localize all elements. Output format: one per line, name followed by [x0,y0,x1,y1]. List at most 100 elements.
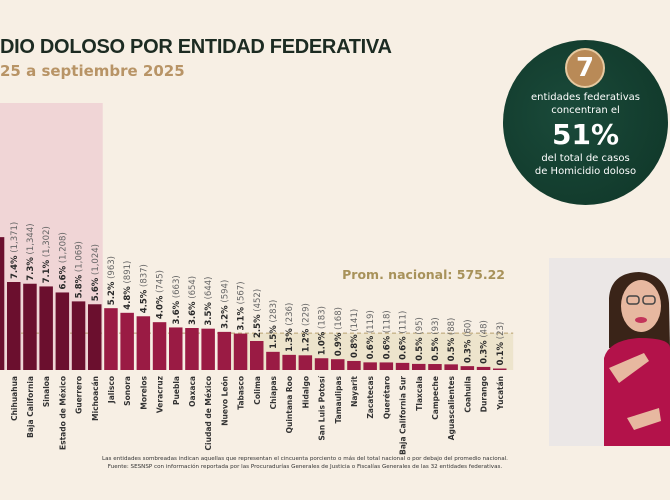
interpreter-figure [604,272,670,446]
category-label: Nuevo León [220,376,229,426]
data-label: 7.1% (1,302) [42,226,52,283]
data-label: 3.6% (663) [172,275,182,324]
bar [347,360,361,370]
bar [250,340,264,370]
data-label: 0.6% (118) [382,310,392,359]
bar [379,362,394,370]
data-label: 0.1% (23) [496,322,506,366]
category-label: San Luis Potosí [318,376,327,441]
bar [104,308,118,370]
data-label: 7.4% (1,371) [10,222,20,279]
category-label: Ciudad de México [204,376,213,450]
bar [0,237,5,370]
data-label: 0.5% (88) [447,318,457,362]
category-label: Quintana Roo [285,376,294,433]
data-label: 0.6% (119) [366,310,376,359]
data-label: 3.2% (594) [220,280,230,329]
bar [39,286,53,370]
data-label: 3.1% (567) [237,281,247,330]
bar [217,331,232,370]
category-label: Tamaulipas [334,375,343,423]
bar [152,322,167,370]
callout-line1: entidades federativas [531,92,640,103]
bar [298,355,313,370]
category-label: Hidalgo [301,376,310,408]
bar [314,358,329,370]
category-label: Jalisco [107,376,116,404]
category-label: Oaxaca [188,376,197,407]
category-label: Aguascalientes [447,375,456,440]
note-source: Fuente: SESNSP con información reportada… [107,464,503,470]
data-label: 1.2% (229) [301,303,311,352]
average-label: Prom. nacional: 575.22 [342,267,505,282]
bar [395,362,410,370]
chart-title: DIO DOLOSO POR ENTIDAD FEDERATIVA [0,36,392,58]
data-label: 5.8% (1,069) [75,241,85,298]
data-label: 3.5% (644) [204,277,214,326]
data-label: 2.5% (452) [253,289,263,338]
data-label: 7.3% (1,344) [26,223,36,280]
category-label: Tabasco [237,376,246,410]
callout-line4: de Homicidio doloso [534,166,637,177]
category-label: Zacatecas [366,375,375,418]
category-label: Puebla [172,376,181,405]
bar [428,364,442,370]
bar [120,312,134,370]
sign-language-interpreter-video [549,258,670,446]
category-label: Nayarit [350,376,359,407]
data-label: 0.6% (111) [399,311,409,360]
bar [363,362,377,370]
bar [476,366,491,370]
data-label: 0.5% (93) [431,317,441,361]
category-label: Estado de México [58,376,67,450]
category-label: Querétaro [382,376,391,419]
callout-number-badge: 7 [565,48,605,88]
callout-line2: concentran el [551,105,620,116]
category-label: Tlaxcala [415,376,424,411]
bar [23,283,37,370]
data-label: 1.3% (236) [285,303,295,352]
category-label: Sonora [123,376,132,406]
bar [88,304,102,370]
data-label: 1.0% (183) [318,306,328,355]
category-label: Campeche [431,376,440,420]
category-label: Baja California [26,376,35,438]
category-label: Colima [253,376,262,405]
data-label: 0.9% (168) [334,307,344,356]
category-label: Chihuahua [10,376,19,421]
bar [7,282,21,370]
bar [493,368,507,370]
category-label: Chiapas [269,375,278,409]
bar [201,328,215,370]
footnotes: Las entidades sombreadas indican aquella… [80,455,530,471]
bar [55,292,70,370]
category-label: Coahuila [463,376,472,413]
note-shading: Las entidades sombreadas indican aquella… [102,456,508,462]
bar [460,366,475,370]
callout-line3: del total de casos [541,153,630,164]
category-label: Sinaloa [42,376,51,407]
callout-percent: 51% [551,118,620,151]
data-label: 4.5% (837) [139,264,149,313]
bar [266,351,280,370]
data-label: 1.5% (283) [269,300,279,349]
chart-subtitle: 25 a septiembre 2025 [0,62,185,80]
bar [282,354,296,370]
bar [185,328,199,370]
data-label: 0.3% (60) [463,319,473,363]
data-label: 5.6% (1,024) [91,244,101,301]
category-label: Baja California Sur [399,376,408,455]
bar [71,301,86,370]
data-label: 0.3% (48) [480,320,490,364]
bar [233,333,248,370]
data-label: 3.6% (654) [188,276,198,325]
bar [169,327,183,370]
category-label: Durango [480,376,489,412]
data-label: 0.5% (95) [415,317,425,361]
data-label: 4.0% (745) [156,270,166,319]
data-label: 4.8% (891) [123,261,133,310]
bar [136,316,151,370]
bar [444,364,458,370]
data-label: 5.2% (963) [107,256,117,305]
